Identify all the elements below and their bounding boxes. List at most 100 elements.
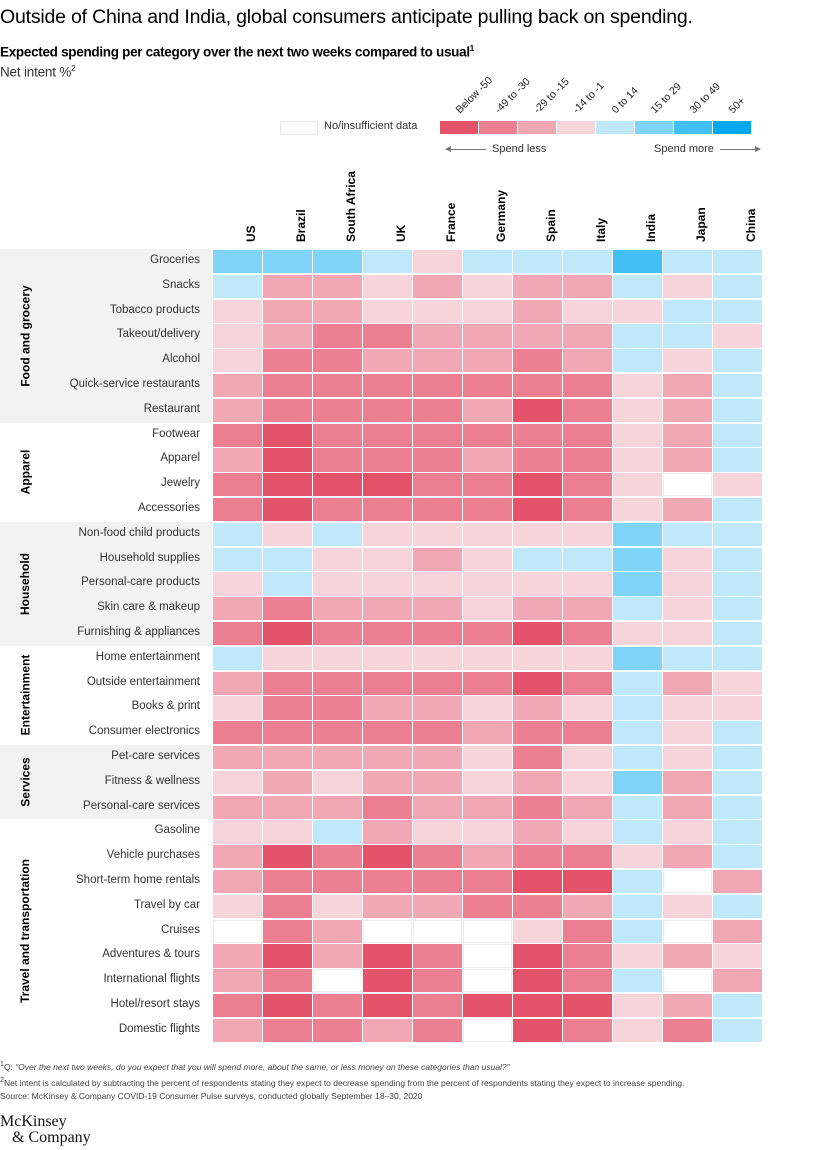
- heatmap-cell: [413, 448, 462, 472]
- heatmap-cell: [713, 845, 762, 869]
- legend-swatch: [518, 121, 556, 134]
- heatmap-cell: [563, 870, 612, 894]
- heatmap-cell: [563, 572, 612, 596]
- heatmap-cell: [313, 299, 362, 323]
- heatmap-cell: [263, 597, 312, 621]
- heatmap-cell: [513, 820, 562, 844]
- heatmap-cell: [713, 696, 762, 720]
- heatmap-cell: [613, 398, 662, 423]
- heatmap-cell: [313, 894, 362, 919]
- heatmap-cell: [663, 944, 712, 968]
- legend-spend-less: Spend less: [445, 143, 546, 155]
- heatmap-cell: [313, 498, 362, 522]
- heatmap-cell: [413, 349, 462, 373]
- heatmap-cell: [213, 522, 262, 547]
- heatmap-cell: [363, 944, 412, 968]
- column-header-label: Brazil: [293, 209, 308, 242]
- heatmap-cell: [663, 795, 712, 819]
- heatmap-cell: [713, 994, 762, 1018]
- heatmap-cell: [413, 646, 462, 671]
- legend-bin-label: 15 to 29: [648, 80, 684, 116]
- heatmap-cell: [613, 894, 662, 919]
- heatmap-cell: [363, 870, 412, 894]
- row-label: Domestic flights: [118, 1022, 200, 1035]
- heatmap-cell: [563, 250, 612, 274]
- heatmap-cell: [563, 795, 612, 819]
- heatmap-cell: [613, 597, 662, 621]
- column-header-label: India: [643, 213, 658, 242]
- row-label: Cruises: [161, 923, 200, 936]
- heatmap-cell: [263, 770, 312, 795]
- row-label: Groceries: [150, 254, 200, 266]
- heatmap-cell: [663, 721, 712, 745]
- heatmap-cell: [413, 671, 462, 695]
- heatmap-cell: [463, 770, 512, 795]
- heatmap-cell: [213, 547, 262, 571]
- row-label: Non-food child products: [78, 526, 200, 539]
- arrow-right-icon: [719, 145, 761, 152]
- chart-subtitle: Expected spending per category over the …: [0, 44, 474, 60]
- heatmap-cell: [313, 374, 362, 398]
- heatmap-cell: [563, 398, 612, 423]
- heatmap-cell: [313, 696, 362, 720]
- heatmap-cell: [713, 597, 762, 621]
- heatmap-cell: [563, 894, 612, 919]
- heatmap-cell: [613, 250, 662, 274]
- heatmap-cell: [213, 498, 262, 522]
- heatmap-cell: [313, 746, 362, 770]
- heatmap-cell: [213, 696, 262, 720]
- heatmap-cell: [363, 250, 412, 274]
- heatmap-cell: [363, 522, 412, 547]
- column-header-label: Spain: [543, 209, 558, 242]
- heatmap-cell: [713, 671, 762, 695]
- heatmap-cell: [213, 870, 262, 894]
- heatmap-cell: [213, 671, 262, 695]
- chart-title: Outside of China and India, global consu…: [0, 6, 693, 28]
- heatmap-cell: [263, 398, 312, 423]
- legend-no-data-label: No/insufficient data: [324, 120, 418, 132]
- heatmap-cell: [663, 770, 712, 795]
- row-label: Fitness & wellness: [104, 774, 200, 787]
- unit-label: Net intent %2: [0, 64, 76, 80]
- legend-bin-label: 0 to 14: [609, 84, 641, 116]
- row-label: Quick-service restaurants: [69, 378, 200, 390]
- heatmap-cell: [663, 572, 712, 596]
- heatmap-cell: [613, 473, 662, 497]
- column-header-label: UK: [393, 224, 408, 242]
- row-label: Outside entertainment: [86, 675, 200, 688]
- heatmap-cell: [513, 572, 562, 596]
- heatmap-cell: [663, 994, 712, 1018]
- heatmap-cell: [463, 324, 512, 348]
- heatmap-cell: [613, 547, 662, 571]
- heatmap-cell: [513, 721, 562, 745]
- heatmap-cell: [613, 374, 662, 398]
- heatmap-cell: [713, 746, 762, 770]
- heatmap-cell: [263, 547, 312, 571]
- heatmap-cell: [463, 622, 512, 646]
- heatmap-cell: [463, 646, 512, 671]
- heatmap-cell: [563, 349, 612, 373]
- heatmap-cell: [213, 572, 262, 596]
- heatmap-cell: [613, 969, 662, 993]
- heatmap-cell: [413, 1018, 462, 1043]
- heatmap-cell: [513, 274, 562, 299]
- heatmap-cell: [713, 423, 762, 447]
- heatmap-cell: [313, 572, 362, 596]
- heatmap-cell: [563, 820, 612, 844]
- heatmap-cell: [463, 547, 512, 571]
- legend-bin-label: Below -50: [453, 74, 496, 116]
- heatmap-cell: [463, 944, 512, 968]
- heatmap-cell: [413, 498, 462, 522]
- heatmap-cell: [663, 746, 712, 770]
- heatmap-cell: [413, 622, 462, 646]
- legend-spend-more: Spend more: [654, 143, 761, 155]
- heatmap-cell: [513, 944, 562, 968]
- heatmap-cell: [563, 671, 612, 695]
- heatmap-cell: [563, 770, 612, 795]
- heatmap-cell: [713, 870, 762, 894]
- heatmap-cell: [313, 398, 362, 423]
- heatmap-cell: [263, 894, 312, 919]
- row-label: Jewelry: [161, 477, 200, 490]
- heatmap-cell: [313, 324, 362, 348]
- heatmap-cell: [563, 746, 612, 770]
